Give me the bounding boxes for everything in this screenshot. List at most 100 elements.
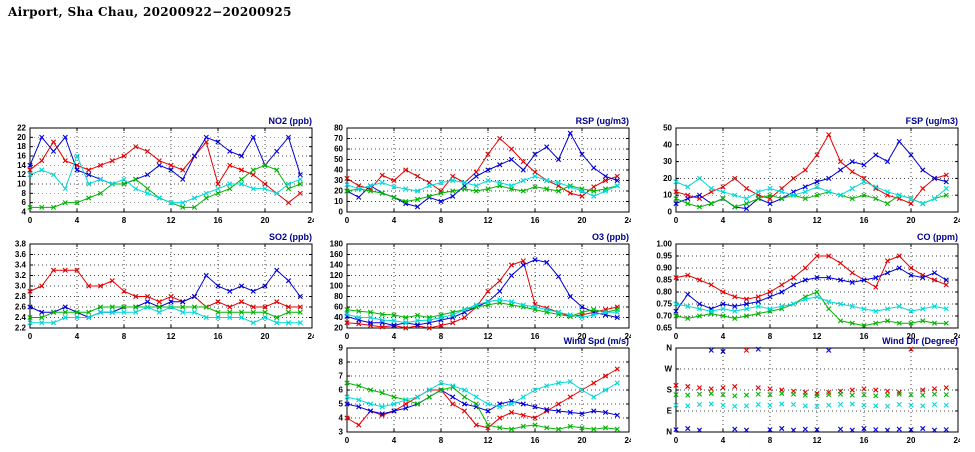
svg-text:12: 12 [167,332,176,341]
svg-text:12: 12 [484,332,493,341]
svg-text:3.4: 3.4 [15,261,27,270]
svg-text:4: 4 [75,216,80,225]
so2-chart: 2.2 2.42.6 2.83.0 3.23.4 3.63.8 0 4 8 12 16 20 24 SO… [2,228,317,343]
svg-text:20: 20 [907,436,916,445]
svg-text:E: E [667,407,673,416]
svg-text:30: 30 [334,176,343,185]
page-title: Airport, Sha Chau, 20200922−20200925 [8,5,292,19]
svg-text:120: 120 [330,271,344,280]
svg-text:16: 16 [860,216,869,225]
co-chart: 0.65 0.70 0.75 0.80 0.85 0.90 0.95 1.00 0 4 8 12 16 2… [648,228,963,343]
svg-text:0.70: 0.70 [656,312,672,321]
svg-text:24: 24 [308,332,314,341]
svg-text:0: 0 [674,436,679,445]
svg-text:20: 20 [261,216,270,225]
svg-text:40: 40 [334,313,343,322]
svg-text:10: 10 [663,191,672,200]
svg-text:8: 8 [768,216,773,225]
svg-text:3.2: 3.2 [15,271,27,280]
svg-text:0.75: 0.75 [656,300,672,309]
svg-text:2.8: 2.8 [15,292,27,301]
svg-text:20: 20 [578,216,587,225]
svg-text:6: 6 [22,198,27,207]
svg-text:18: 18 [17,142,26,151]
svg-text:20: 20 [907,216,916,225]
svg-text:20: 20 [578,332,587,341]
svg-text:24: 24 [954,216,960,225]
svg-text:8: 8 [122,332,127,341]
svg-text:0.80: 0.80 [656,288,672,297]
svg-text:16: 16 [860,436,869,445]
svg-text:0: 0 [345,436,350,445]
svg-text:3.0: 3.0 [15,282,27,291]
svg-text:4: 4 [721,332,726,341]
svg-text:Wind Dir (Degree): Wind Dir (Degree) [882,336,958,346]
svg-text:80: 80 [334,292,343,301]
svg-text:7: 7 [339,372,344,381]
svg-text:20: 20 [663,174,672,183]
wind-speed-chart: 345678904812162024Wind Spd (m/s) [319,332,634,447]
svg-text:70: 70 [334,134,343,143]
svg-text:14: 14 [17,161,26,170]
svg-text:10: 10 [334,197,343,206]
svg-text:100: 100 [330,282,344,291]
svg-text:8: 8 [122,216,127,225]
svg-text:4: 4 [75,332,80,341]
svg-text:4: 4 [392,436,397,445]
svg-text:3.8: 3.8 [15,240,27,249]
svg-text:24: 24 [954,332,960,341]
svg-text:24: 24 [308,216,314,225]
svg-text:SO2 (ppb): SO2 (ppb) [269,232,312,242]
svg-text:16: 16 [17,152,26,161]
svg-text:2.6: 2.6 [15,303,27,312]
svg-text:W: W [664,365,672,374]
svg-text:4: 4 [721,436,726,445]
svg-text:30: 30 [663,157,672,166]
svg-text:24: 24 [954,436,960,445]
svg-text:4: 4 [339,414,344,423]
svg-text:N: N [666,428,672,437]
svg-text:0: 0 [668,208,673,217]
svg-text:8: 8 [768,332,773,341]
svg-text:0.90: 0.90 [656,264,672,273]
svg-text:8: 8 [768,436,773,445]
svg-text:24: 24 [625,332,631,341]
svg-text:4: 4 [392,332,397,341]
svg-text:20: 20 [578,436,587,445]
svg-text:4: 4 [22,208,27,217]
svg-text:6: 6 [339,386,344,395]
svg-text:0: 0 [345,216,350,225]
svg-text:16: 16 [531,216,540,225]
svg-text:0: 0 [674,332,679,341]
svg-text:4: 4 [392,216,397,225]
svg-text:0.85: 0.85 [656,276,672,285]
svg-text:50: 50 [334,155,343,164]
svg-text:0.65: 0.65 [656,324,672,333]
svg-text:40: 40 [334,166,343,175]
svg-text:12: 12 [484,436,493,445]
svg-text:12: 12 [813,332,822,341]
svg-text:8: 8 [439,436,444,445]
svg-text:1.00: 1.00 [656,240,672,249]
svg-text:N: N [666,344,672,353]
svg-text:Wind Spd (m/s): Wind Spd (m/s) [564,336,629,346]
svg-text:20: 20 [334,187,343,196]
no2-chart: 4681012141618202204812162024NO2 (ppb) [2,112,317,227]
svg-text:3.6: 3.6 [15,250,27,259]
svg-text:8: 8 [439,332,444,341]
svg-text:180: 180 [330,240,344,249]
svg-text:16: 16 [531,436,540,445]
svg-text:60: 60 [334,145,343,154]
svg-text:160: 160 [330,250,344,259]
svg-text:3: 3 [339,428,344,437]
svg-text:40: 40 [663,140,672,149]
svg-text:0: 0 [28,216,33,225]
svg-text:16: 16 [860,332,869,341]
svg-text:CO (ppm): CO (ppm) [917,232,958,242]
svg-text:20: 20 [17,133,26,142]
svg-text:9: 9 [339,344,344,353]
svg-text:12: 12 [484,216,493,225]
svg-text:0.95: 0.95 [656,252,672,261]
svg-text:RSP (ug/m3): RSP (ug/m3) [576,116,629,126]
